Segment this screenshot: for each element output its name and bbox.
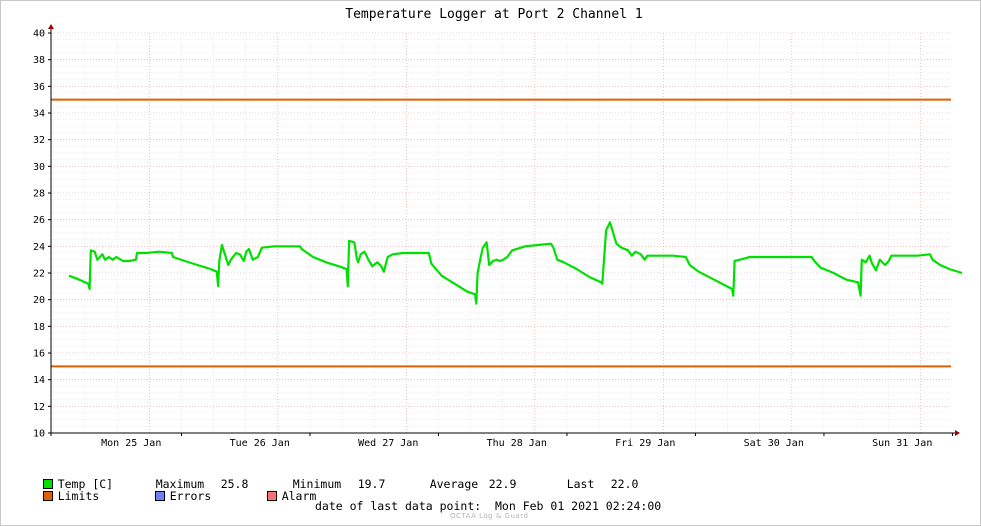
- legend-maximum-label: Maximum: [155, 477, 205, 491]
- legend-minimum: Minimum: [265, 463, 341, 505]
- grid: [51, 32, 951, 434]
- y-tick-label: 26: [33, 215, 45, 226]
- legend-alarm: Alarm: [239, 475, 316, 517]
- x-tick-label: Sun 31 Jan: [872, 438, 932, 449]
- limit-lines: [51, 98, 951, 368]
- legend-alarm-swatch: [266, 491, 277, 501]
- legend-temp-label: Temp [C]: [57, 477, 114, 491]
- y-tick-label: 10: [33, 429, 45, 440]
- y-tick-label: 30: [33, 162, 45, 173]
- legend-last-label: Last: [566, 477, 595, 491]
- legend-limits: Limits: [15, 475, 99, 517]
- y-tick-label: 24: [33, 242, 45, 253]
- y-tick-labels: 10 12 14 16 18 20 22 24 26 28 30 32 34 36 38 40: [33, 29, 51, 440]
- legend-errors-swatch: [154, 491, 165, 501]
- y-tick-label: 16: [33, 349, 45, 360]
- y-tick-label: 34: [33, 109, 45, 120]
- x-tick-label: Thu 28 Jan: [487, 438, 547, 449]
- y-tick-label: 22: [33, 269, 45, 280]
- legend-minimum-number: 19.7: [357, 477, 386, 491]
- legend-temp-swatch: [42, 479, 53, 489]
- chart-title: Temperature Logger at Port 2 Channel 1: [345, 7, 642, 22]
- legend-average: Average: [402, 463, 478, 505]
- legend-errors: Errors: [127, 475, 211, 517]
- y-tick-label: 14: [33, 375, 45, 386]
- y-tick-label: 18: [33, 322, 45, 333]
- y-tick-label: 36: [33, 82, 45, 93]
- series-layer: [68, 221, 963, 305]
- legend-last: Last: [539, 463, 595, 505]
- x-axis-arrow: [955, 430, 960, 436]
- series-line-temp: [68, 221, 963, 305]
- y-tick-label: 12: [33, 402, 45, 413]
- legend-maximum: Maximum: [128, 463, 204, 505]
- legend-limits-swatch: [42, 491, 53, 501]
- y-tick-label: 32: [33, 135, 45, 146]
- legend-average-label: Average: [429, 477, 479, 491]
- legend-alarm-label: Alarm: [281, 489, 317, 503]
- last-data-point: date of last data point: Mon Feb 01 2021…: [315, 499, 662, 513]
- legend-temp: Temp [C]: [15, 463, 113, 505]
- y-tick-label: 38: [33, 55, 45, 66]
- x-tick-label: Tue 26 Jan: [230, 438, 290, 449]
- legend: Temp [C] Maximum 25.8 Minimum 19.7 Avera…: [0, 0, 638, 503]
- y-tick-label: 28: [33, 189, 45, 200]
- x-tick-label: Mon 25 Jan: [101, 438, 161, 449]
- legend-average-value: 22.9: [461, 463, 517, 505]
- legend-maximum-number: 25.8: [220, 477, 249, 491]
- x-tick-label: Wed 27 Jan: [358, 438, 418, 449]
- x-tick-label: Sat 30 Jan: [744, 438, 804, 449]
- y-tick-label: 40: [33, 29, 45, 40]
- watermark: OCTAA Log & Guard: [450, 512, 529, 520]
- y-tick-label: 20: [33, 295, 45, 306]
- legend-limits-label: Limits: [57, 489, 100, 503]
- axes: [48, 24, 960, 436]
- y-axis-arrow: [48, 24, 54, 29]
- x-tick-labels: Mon 25 Jan Tue 26 Jan Wed 27 Jan Thu 28 Jan…: [101, 433, 953, 449]
- legend-minimum-value: 19.7: [330, 463, 386, 505]
- legend-last-number: 22.0: [610, 477, 639, 491]
- legend-last-value: 22.0: [583, 463, 639, 505]
- legend-average-number: 22.9: [488, 477, 517, 491]
- x-tick-label: Fri 29 Jan: [615, 438, 675, 449]
- legend-errors-label: Errors: [169, 489, 212, 503]
- legend-maximum-value: 25.8: [193, 463, 249, 505]
- legend-minimum-label: Minimum: [292, 477, 342, 491]
